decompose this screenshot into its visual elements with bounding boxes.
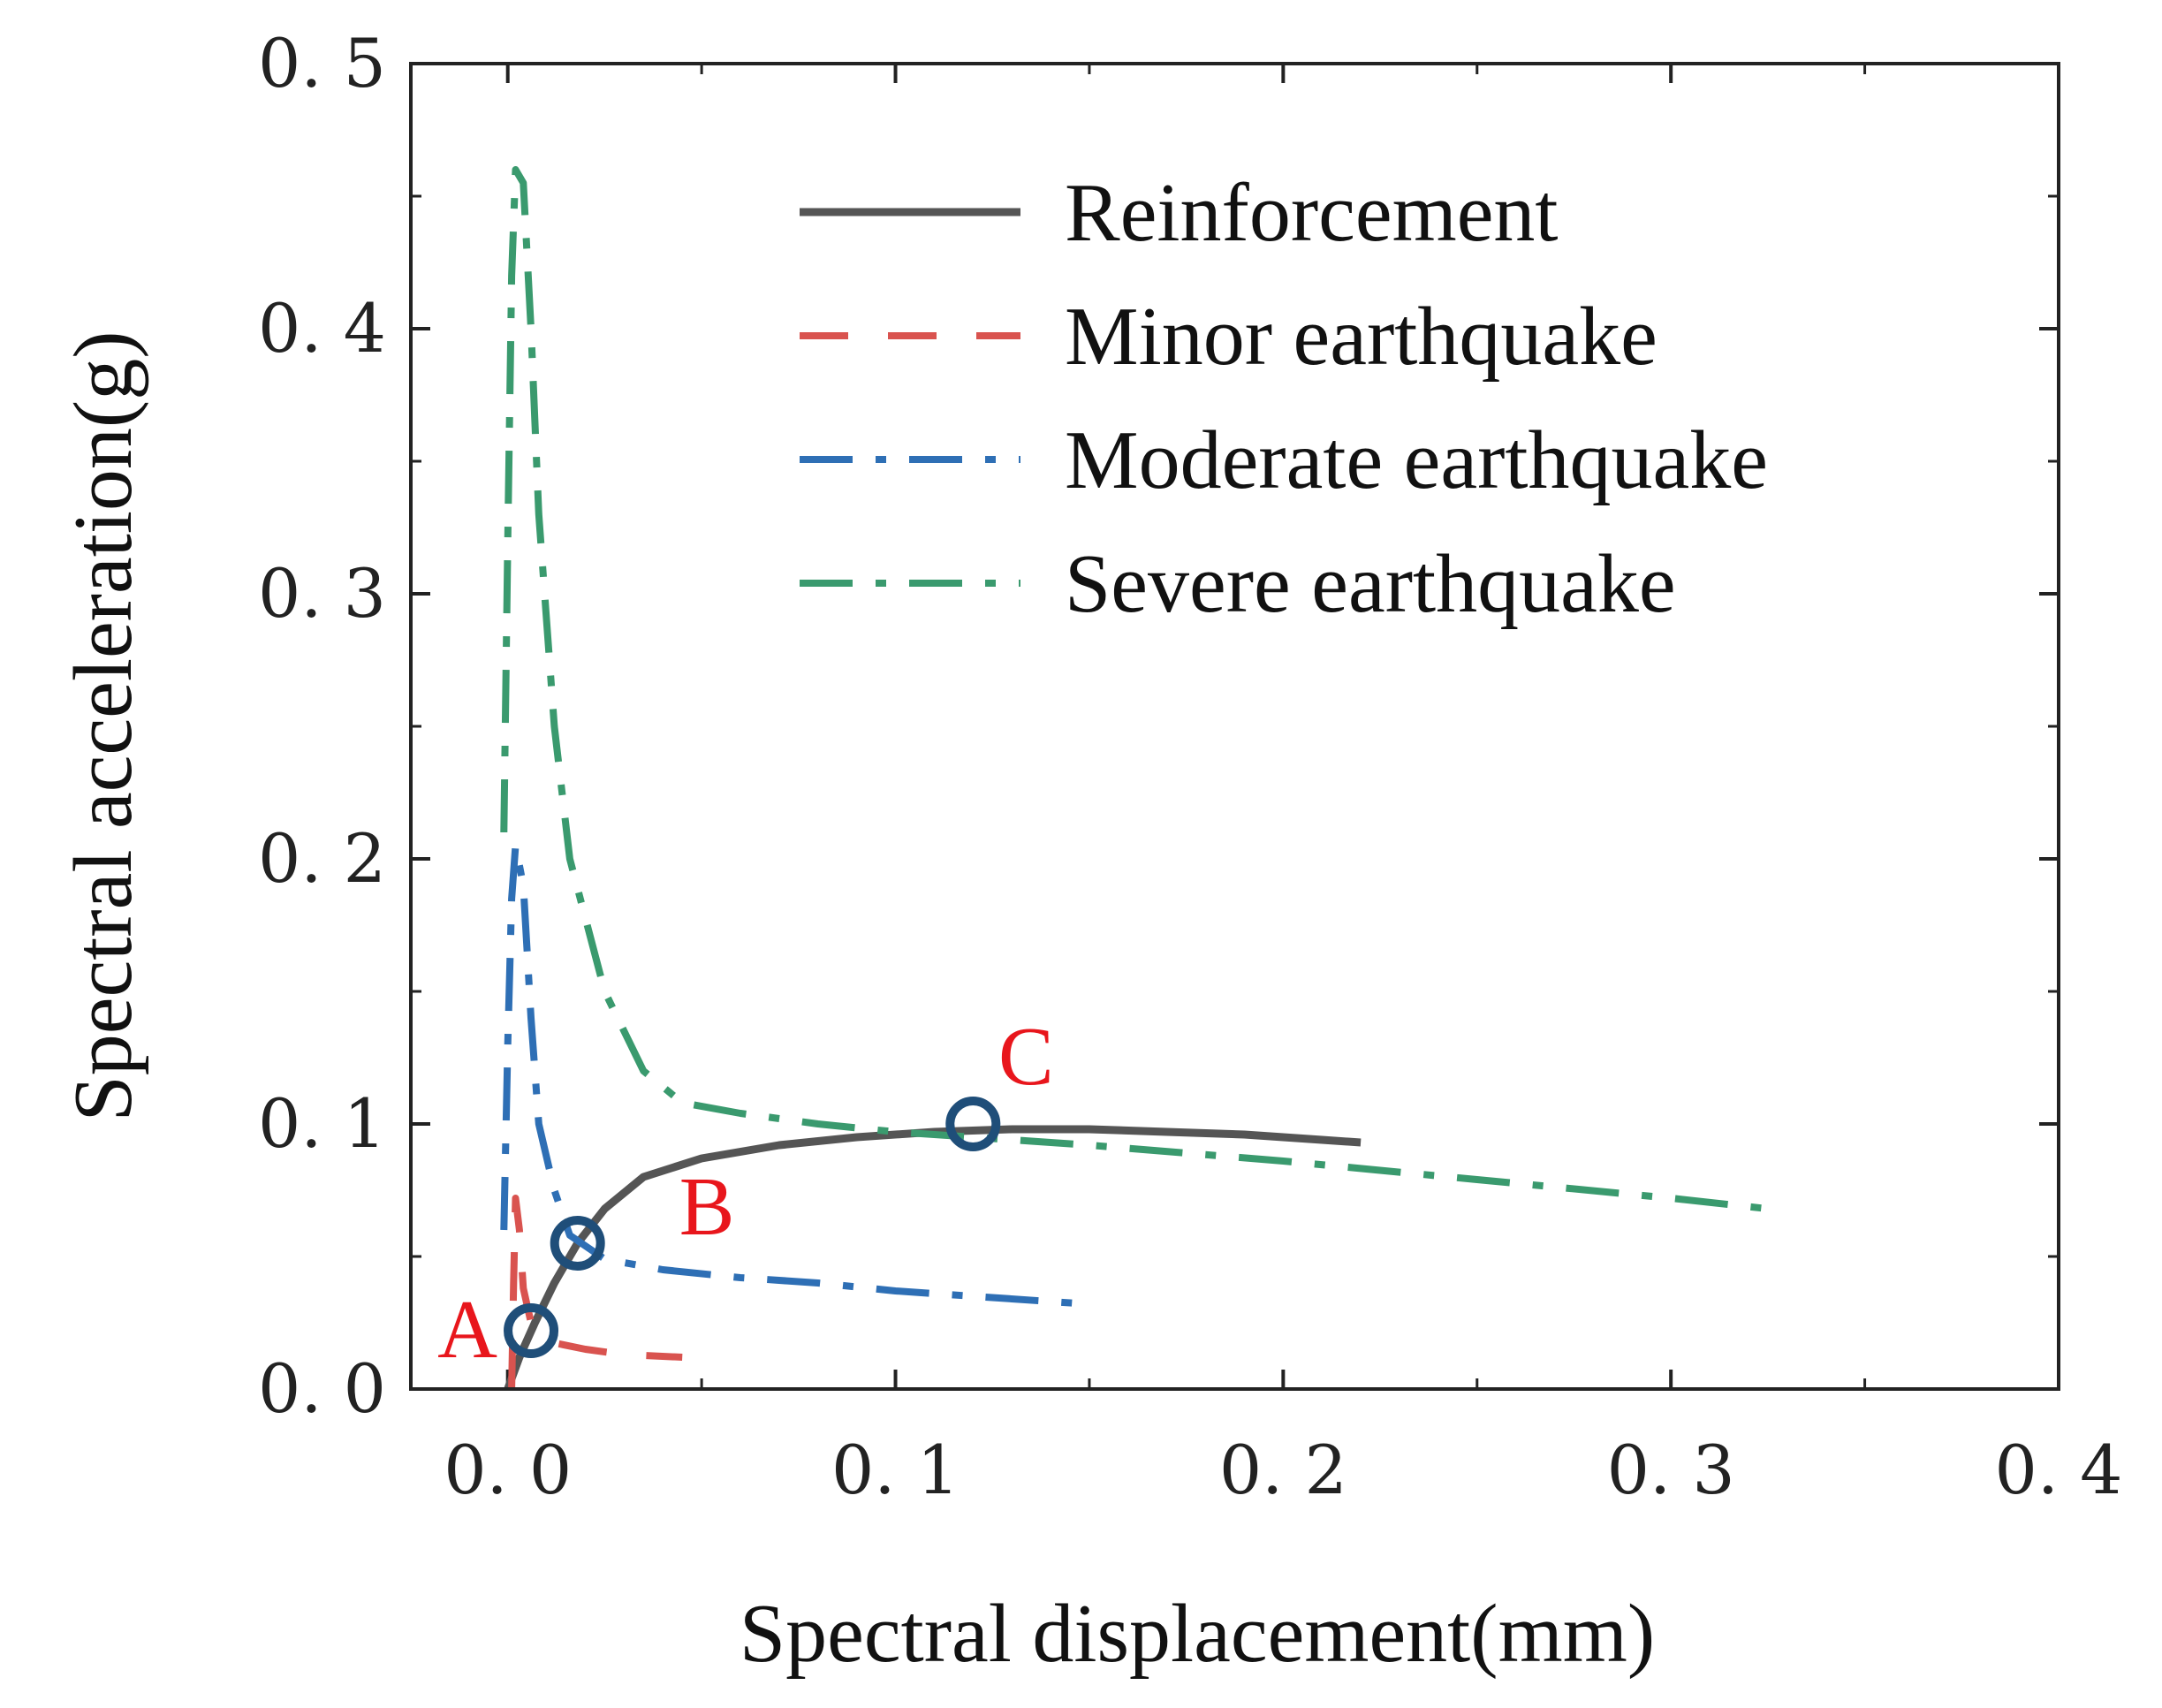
y-tick-label: 0. 1 bbox=[258, 1084, 386, 1163]
x-tick-label: 0. 3 bbox=[1607, 1431, 1735, 1509]
series-line-severe-earthquake bbox=[500, 166, 1769, 1212]
plot-frame bbox=[409, 62, 2060, 1391]
legend-label-severe-earthquake: Severe earthquake bbox=[1065, 538, 1676, 630]
point-label-c: C bbox=[998, 1011, 1054, 1103]
x-axis-title: Spectral displacement(mm) bbox=[740, 1588, 1655, 1680]
point-label-a: A bbox=[437, 1284, 497, 1376]
performance-point-b bbox=[550, 1216, 605, 1271]
performance-point-c bbox=[945, 1097, 1001, 1151]
x-tick-label: 0. 0 bbox=[444, 1431, 572, 1509]
x-tick-label: 0. 4 bbox=[1994, 1431, 2122, 1509]
legend: Reinforcement Minor earthquake Moderate ea… bbox=[800, 167, 1768, 630]
legend-label-reinforcement: Reinforcement bbox=[1065, 167, 1559, 259]
series-line-moderate-earthquake bbox=[500, 842, 1090, 1308]
y-tick-label: 0. 0 bbox=[258, 1349, 386, 1428]
y-axis-title: Spectral acceleration(g) bbox=[57, 330, 149, 1121]
y-tick-label: 0. 2 bbox=[258, 819, 386, 898]
y-tick-label: 0. 4 bbox=[258, 289, 386, 368]
series-line-reinforcement bbox=[504, 1125, 1362, 1391]
y-tick-label: 0. 5 bbox=[258, 24, 386, 102]
x-tick-label: 0. 1 bbox=[831, 1431, 960, 1509]
point-label-b: B bbox=[679, 1161, 735, 1253]
performance-point-a bbox=[504, 1303, 559, 1358]
x-tick-label: 0. 2 bbox=[1219, 1431, 1347, 1509]
y-tick-label: 0. 3 bbox=[258, 554, 386, 633]
legend-label-moderate-earthquake: Moderate earthquake bbox=[1065, 414, 1768, 506]
legend-label-minor-earthquake: Minor earthquake bbox=[1065, 291, 1658, 383]
